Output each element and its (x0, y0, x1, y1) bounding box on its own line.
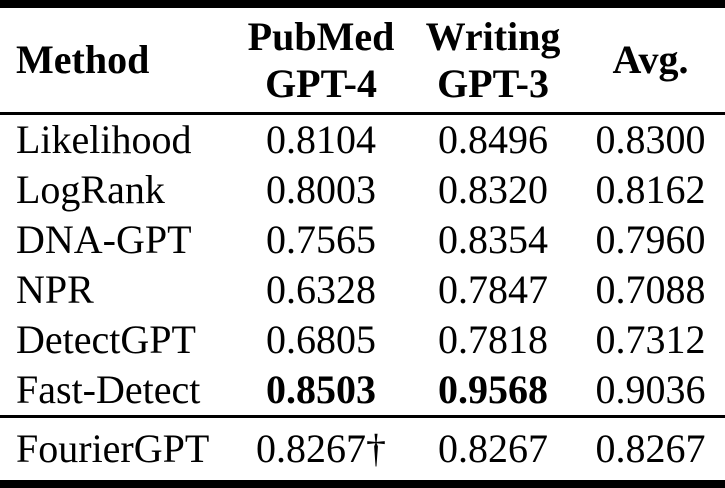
column-header-pubmed-gpt4: PubMed GPT-4 (232, 13, 410, 107)
value-cell-writing: 0.7847 (438, 267, 548, 312)
table-row-fouriergpt: FourierGPT 0.8267† 0.8267 0.8267 (0, 418, 725, 480)
value-cell-avg: 0.7088 (595, 267, 706, 312)
value-cell-pubmed: 0.8003 (266, 167, 376, 212)
column-header-method: Method (0, 36, 232, 84)
top-rule (0, 0, 725, 8)
value-cell-writing: 0.7818 (438, 317, 548, 362)
method-cell: NPR (16, 267, 94, 312)
value-cell-pubmed: 0.6328 (266, 267, 376, 312)
table-row-detectgpt: DetectGPT 0.6805 0.7818 0.7312 (0, 315, 725, 365)
value-cell-pubmed-dagger: 0.8267† (256, 426, 386, 471)
value-cell-avg: 0.8162 (595, 167, 706, 212)
column-header-writing-gpt3: Writing GPT-3 (410, 13, 576, 107)
method-cell: LogRank (16, 167, 165, 212)
footer-midrule (0, 415, 725, 418)
value-cell-writing: 0.8320 (438, 167, 548, 212)
value-cell-avg: 0.8267 (595, 426, 706, 471)
bottom-rule (0, 480, 725, 488)
value-cell-writing: 0.8267 (438, 426, 548, 471)
value-cell-writing: 0.8354 (438, 217, 548, 262)
column-header-writing-line1: Writing (425, 14, 561, 59)
method-cell: DNA-GPT (16, 217, 192, 262)
value-cell-pubmed: 0.6805 (266, 317, 376, 362)
method-cell: FourierGPT (16, 426, 210, 471)
method-cell: Fast-Detect (16, 367, 201, 412)
method-cell: DetectGPT (16, 317, 196, 362)
column-header-avg: Avg. (576, 36, 725, 84)
column-header-writing-line2: GPT-3 (437, 61, 549, 106)
value-cell-avg: 0.8300 (595, 117, 706, 162)
table-row-fast-detect: Fast-Detect 0.8503 0.9568 0.9036 (0, 365, 725, 415)
value-cell-pubmed: 0.8104 (266, 117, 376, 162)
table-row-npr: NPR 0.6328 0.7847 0.7088 (0, 265, 725, 315)
column-header-pubmed-line2: GPT-4 (265, 61, 377, 106)
value-cell-writing-best: 0.9568 (438, 367, 548, 412)
column-header-method-label: Method (16, 37, 150, 82)
column-header-pubmed-line1: PubMed (247, 14, 395, 59)
column-header-avg-label: Avg. (612, 37, 689, 82)
value-cell-avg: 0.9036 (595, 367, 706, 412)
table-row-likelihood: Likelihood 0.8104 0.8496 0.8300 (0, 115, 725, 165)
value-cell-avg: 0.7312 (595, 317, 706, 362)
table-row-logrank: LogRank 0.8003 0.8320 0.8162 (0, 165, 725, 215)
header-row: Method PubMed GPT-4 Writing GPT-3 Avg. (0, 8, 725, 112)
value-cell-pubmed-best: 0.8503 (266, 367, 376, 412)
value-cell-pubmed: 0.7565 (266, 217, 376, 262)
header-midrule (0, 112, 725, 115)
table-row-dna-gpt: DNA-GPT 0.7565 0.8354 0.7960 (0, 215, 725, 265)
value-cell-writing: 0.8496 (438, 117, 548, 162)
value-cell-avg: 0.7960 (595, 217, 706, 262)
method-cell: Likelihood (16, 117, 192, 162)
